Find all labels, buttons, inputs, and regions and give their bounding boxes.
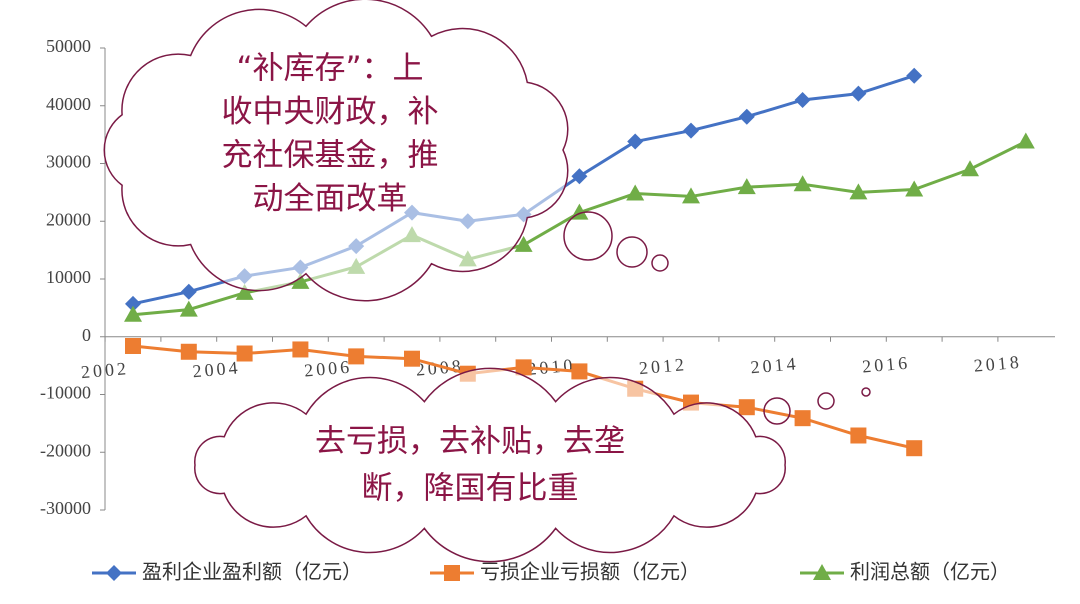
point — [682, 187, 700, 204]
thought-bubble — [817, 392, 835, 410]
point — [291, 272, 310, 289]
point — [627, 133, 644, 150]
x-tick-label: 2002 — [80, 358, 130, 382]
point — [571, 363, 588, 380]
point — [292, 341, 309, 358]
y-tick-label: -30000 — [40, 498, 91, 518]
thought-cloud — [103, 0, 569, 302]
legend-item: 亏损企业亏损额（亿元） — [430, 560, 700, 584]
point — [905, 180, 924, 197]
x-tick-label: 2006 — [303, 356, 353, 380]
point — [125, 295, 141, 312]
legend-label: 盈利企业盈利额（亿元） — [142, 560, 362, 584]
point — [850, 85, 867, 102]
point — [738, 108, 755, 125]
point — [813, 564, 831, 580]
point — [1016, 132, 1035, 149]
y-tick-label: 30000 — [46, 152, 91, 172]
point — [683, 122, 699, 139]
annotation-text: 断，降国有比重 — [362, 471, 579, 507]
y-tick-label: 50000 — [46, 36, 91, 56]
point — [236, 345, 253, 362]
legend-label: 利润总额（亿元） — [850, 560, 1010, 584]
point — [737, 178, 756, 195]
thought-bubble — [563, 211, 613, 261]
point — [444, 565, 460, 581]
point — [235, 283, 254, 300]
annotation-text: 去亏损，去补贴，去垄 — [315, 424, 625, 460]
point — [794, 91, 811, 108]
x-tick-label: 2016 — [861, 352, 911, 376]
point — [849, 183, 868, 200]
thought-bubble — [651, 254, 669, 272]
y-tick-label: 10000 — [46, 267, 91, 287]
point — [626, 184, 645, 201]
point — [180, 283, 197, 300]
legend-item: 盈利企业盈利额（亿元） — [92, 560, 362, 584]
annotation-text: 动全面改革 — [253, 181, 408, 217]
point — [515, 359, 532, 376]
point — [514, 235, 533, 252]
annotation-text: 充社保基金，推 — [222, 138, 439, 174]
point — [793, 175, 812, 192]
x-tick-label: 2014 — [750, 353, 800, 377]
point — [106, 565, 122, 581]
x-tick-label: 2012 — [638, 354, 688, 378]
y-tick-label: 20000 — [46, 209, 91, 229]
y-tick-label: -20000 — [40, 440, 91, 460]
point — [906, 440, 923, 457]
point — [124, 305, 142, 322]
point — [404, 350, 420, 367]
annotation-text: “补库存”：上 — [236, 51, 423, 87]
point — [571, 168, 588, 185]
point — [738, 399, 755, 416]
y-tick-label: 40000 — [46, 94, 91, 114]
y-tick-label: -10000 — [40, 383, 91, 403]
point — [906, 67, 923, 84]
x-tick-label: 2018 — [973, 352, 1023, 376]
thought-bubble — [763, 397, 791, 425]
thought-cloud — [194, 367, 786, 563]
y-tick-label: 0 — [82, 325, 91, 345]
thought-bubble — [616, 236, 648, 268]
point — [179, 300, 198, 317]
point — [850, 427, 867, 444]
x-tick-label: 2004 — [192, 357, 242, 381]
point — [794, 410, 811, 427]
point — [180, 343, 197, 360]
legend-label: 亏损企业亏损额（亿元） — [480, 560, 700, 584]
point — [348, 348, 365, 365]
point — [125, 337, 141, 354]
thought-bubble — [861, 387, 871, 397]
annotation-text: 收中央财政，补 — [222, 94, 439, 130]
point — [961, 160, 979, 177]
legend-item: 利润总额（亿元） — [800, 560, 1010, 584]
